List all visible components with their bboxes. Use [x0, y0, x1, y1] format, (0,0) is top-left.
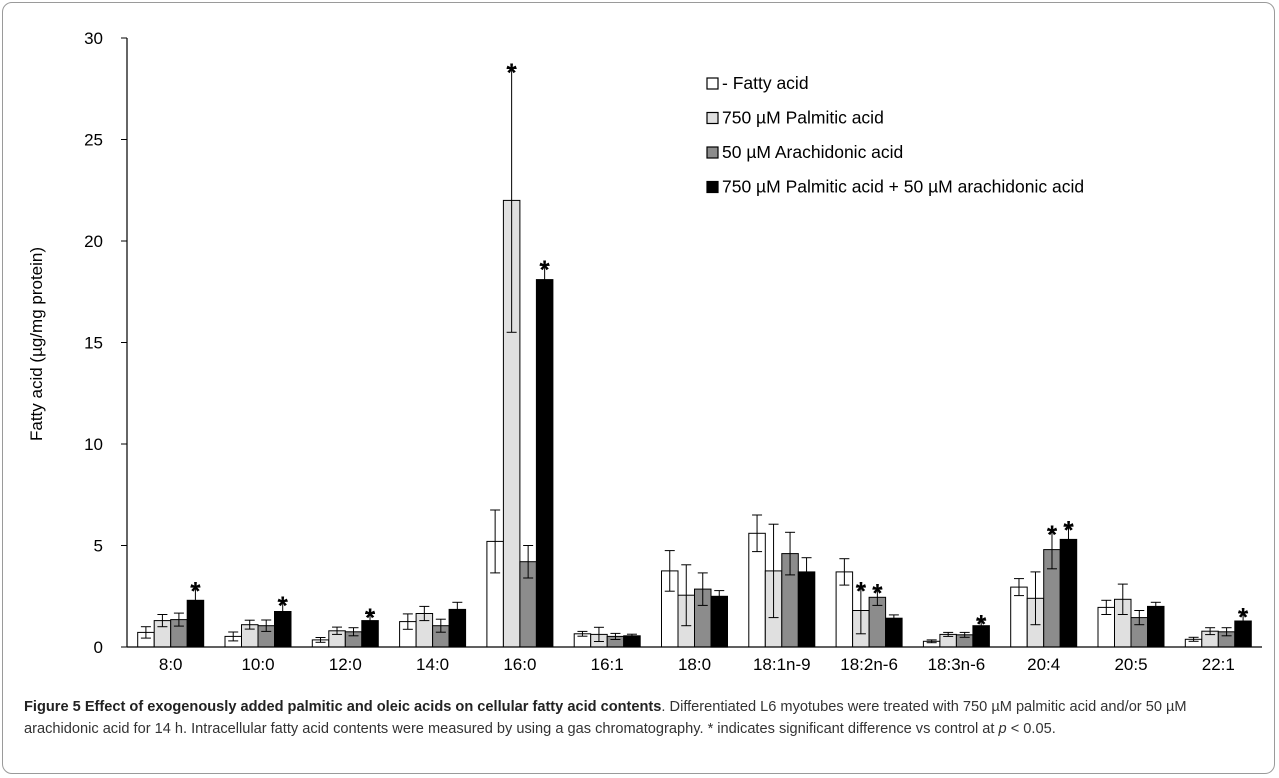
y-tick-label: 5	[94, 537, 103, 556]
x-tick-label: 20:4	[1027, 655, 1060, 674]
y-tick-label: 25	[84, 131, 103, 150]
significance-marker: *	[1047, 519, 1058, 549]
bar	[1147, 605, 1165, 648]
caption-p-symbol: p	[998, 721, 1007, 737]
caption-label: Figure 5 Effect of exogenously added pal…	[24, 699, 662, 715]
significance-marker: *	[540, 254, 551, 284]
legend-swatch	[706, 111, 719, 125]
significance-marker: *	[976, 609, 987, 639]
x-tick-label: 18:3n-6	[928, 655, 986, 674]
x-tick-label: 18:1n-9	[753, 655, 811, 674]
x-tick-label: 10:0	[241, 655, 274, 674]
legend-label: 750 µM Palmitic acid + 50 µM arachidonic…	[722, 177, 1084, 197]
legend-label: 50 µM Arachidonic acid	[722, 142, 903, 162]
caption-text: . Differentiated L6 myotubes were treate…	[24, 699, 1187, 737]
bar-chart: * * **** *** ** 8:0 10:0 12:0 14:0 16:0 16:1 18:0 1…	[27, 29, 1262, 674]
y-tick-label: 0	[94, 638, 103, 657]
significance-marker: *	[872, 578, 883, 608]
y-axis-label: Fatty acid (µg/mg protein)	[27, 247, 46, 441]
x-tick-label: 16:0	[503, 655, 536, 674]
y-tick-label: 10	[84, 435, 103, 454]
x-tick-label: 14:0	[416, 655, 449, 674]
significance-marker: *	[190, 576, 201, 606]
bar	[1059, 538, 1078, 648]
significance-marker: *	[365, 603, 376, 633]
x-tick-label: 12:0	[329, 655, 362, 674]
error-bars-layer	[140, 68, 1249, 644]
significance-marker: *	[1063, 515, 1074, 545]
significance-markers-layer: * * **** *** **	[190, 58, 1249, 640]
significance-marker: *	[1238, 602, 1249, 632]
bar	[885, 617, 903, 648]
legend-label: 750 µM Palmitic acid	[722, 108, 884, 128]
legend-swatch	[706, 146, 719, 159]
significance-marker: *	[856, 576, 867, 606]
x-tick-label: 22:1	[1202, 655, 1235, 674]
x-tick-label: 18:0	[678, 655, 711, 674]
x-tick-label: 8:0	[159, 655, 183, 674]
legend-swatch	[706, 77, 719, 90]
legend: - Fatty acid 750 µM Palmitic acid 50 µM Ar…	[706, 73, 1084, 197]
significance-marker: *	[507, 58, 518, 88]
x-tick-label: 20:5	[1114, 655, 1147, 674]
legend-swatch	[706, 180, 719, 194]
y-tick-label: 15	[84, 334, 103, 353]
axes-layer: 8:0 10:0 12:0 14:0 16:0 16:1 18:0 18:1n-9 18:2n-…	[84, 29, 1262, 674]
legend-label: - Fatty acid	[722, 73, 809, 93]
significance-marker: *	[278, 590, 289, 620]
bar	[710, 595, 728, 648]
caption-text-end: < 0.05.	[1006, 721, 1056, 737]
x-tick-label: 16:1	[591, 655, 624, 674]
x-tick-label: 18:2n-6	[840, 655, 898, 674]
bars-layer	[137, 199, 1252, 648]
figure-caption: Figure 5 Effect of exogenously added pal…	[24, 696, 1264, 740]
y-tick-label: 30	[84, 29, 103, 48]
y-tick-label: 20	[84, 232, 103, 251]
bar	[535, 279, 554, 648]
